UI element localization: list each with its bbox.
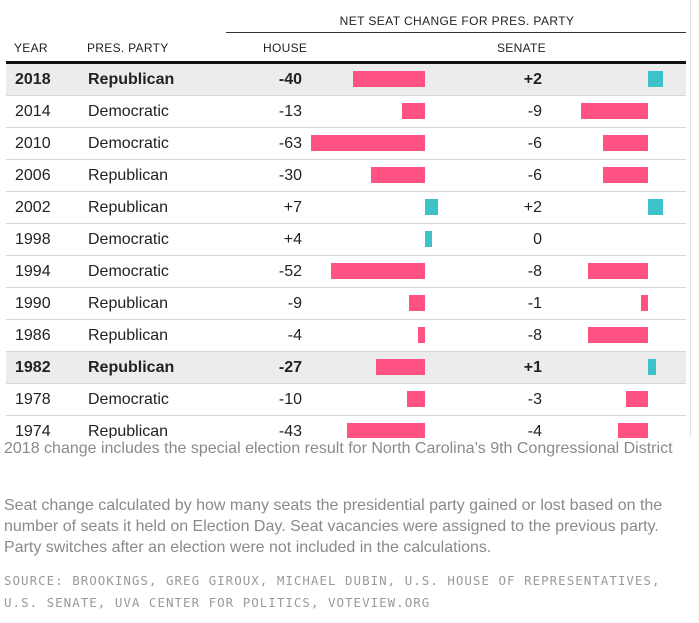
senate-change-value: -3 bbox=[527, 391, 542, 408]
house-change-value: -27 bbox=[278, 359, 302, 376]
house-change-value: -4 bbox=[287, 327, 302, 344]
senate-change-bar bbox=[603, 135, 648, 151]
senate-change-bar bbox=[618, 423, 648, 438]
senate-change-bar bbox=[588, 263, 648, 279]
senate-change-bar bbox=[580, 103, 648, 119]
net-seat-change-header: NET SEAT CHANGE FOR PRES. PARTY bbox=[339, 14, 575, 28]
table-row: 1978 Democratic -10 -3 bbox=[6, 384, 686, 416]
party-cell: Republican bbox=[88, 327, 169, 344]
year-cell: 2014 bbox=[15, 103, 51, 120]
senate-change-value: -8 bbox=[527, 327, 542, 344]
special-election-note: 2018 change includes the special electio… bbox=[4, 440, 673, 457]
year-cell: 2006 bbox=[15, 167, 51, 184]
house-change-bar bbox=[352, 71, 425, 87]
house-change-value: +4 bbox=[283, 231, 302, 248]
table-row: 1986 Republican -4 -8 bbox=[6, 320, 686, 352]
table-row: 2002 Republican +7 +2 bbox=[6, 192, 686, 224]
party-cell: Republican bbox=[88, 423, 169, 438]
party-cell: Democratic bbox=[88, 135, 169, 152]
party-cell: Republican bbox=[88, 71, 175, 88]
senate-change-value: -8 bbox=[527, 263, 542, 280]
house-change-value: -13 bbox=[278, 103, 302, 120]
year-cell: 1994 bbox=[15, 263, 51, 280]
header-rule bbox=[226, 32, 686, 33]
house-change-value: -10 bbox=[278, 391, 302, 408]
house-change-bar bbox=[425, 231, 433, 247]
house-change-value: +7 bbox=[283, 199, 302, 216]
party-column-header: PRES. PARTY bbox=[87, 41, 169, 55]
party-cell: Republican bbox=[88, 167, 169, 184]
house-column-header: HOUSE bbox=[263, 41, 308, 55]
header-divider bbox=[6, 61, 686, 65]
party-cell: Democratic bbox=[88, 263, 169, 280]
senate-change-bar bbox=[640, 295, 648, 311]
senate-change-value: -6 bbox=[527, 135, 542, 152]
methodology-note: Seat change calculated by how many seats… bbox=[4, 497, 663, 556]
house-change-bar bbox=[311, 135, 425, 151]
table-row: 1990 Republican -9 -1 bbox=[6, 288, 686, 320]
house-change-bar bbox=[376, 359, 425, 375]
senate-change-value: 0 bbox=[533, 231, 542, 248]
house-change-bar bbox=[425, 199, 438, 215]
house-change-value: -63 bbox=[278, 135, 302, 152]
party-cell: Republican bbox=[88, 295, 169, 312]
seat-change-table: NET SEAT CHANGE FOR PRES. PARTY YEAR PRE… bbox=[6, 0, 691, 438]
house-change-bar bbox=[347, 423, 425, 438]
year-cell: 2010 bbox=[15, 135, 51, 152]
senate-change-value: +1 bbox=[523, 359, 542, 376]
table-row: 1982 Republican -27 +1 bbox=[6, 352, 686, 384]
party-cell: Democratic bbox=[88, 103, 169, 120]
senate-change-bar bbox=[625, 391, 648, 407]
senate-column-header: SENATE bbox=[497, 41, 546, 55]
house-change-value: -43 bbox=[278, 423, 302, 438]
table-row: 2018 Republican -40 +2 bbox=[6, 64, 686, 96]
house-change-bar bbox=[370, 167, 425, 183]
senate-change-bar bbox=[648, 359, 656, 375]
house-change-bar bbox=[401, 103, 425, 119]
senate-change-value: -6 bbox=[527, 167, 542, 184]
table-row: 2014 Democratic -13 -9 bbox=[6, 96, 686, 128]
house-change-bar bbox=[331, 263, 425, 279]
house-change-value: -40 bbox=[278, 71, 302, 88]
house-change-value: -30 bbox=[278, 167, 302, 184]
house-change-bar bbox=[406, 391, 425, 407]
year-cell: 1974 bbox=[15, 423, 51, 438]
year-column-header: YEAR bbox=[14, 41, 48, 55]
senate-change-bar bbox=[648, 71, 663, 87]
senate-change-bar bbox=[588, 327, 648, 343]
party-cell: Democratic bbox=[88, 231, 169, 248]
senate-change-value: +2 bbox=[523, 199, 542, 216]
senate-change-value: +2 bbox=[523, 71, 542, 88]
table-row: 2010 Democratic -63 -6 bbox=[6, 128, 686, 160]
year-cell: 2002 bbox=[15, 199, 51, 216]
senate-change-bar bbox=[648, 199, 663, 215]
house-change-value: -9 bbox=[287, 295, 302, 312]
year-cell: 1998 bbox=[15, 231, 51, 248]
house-change-bar bbox=[417, 327, 425, 343]
senate-change-value: -4 bbox=[527, 423, 542, 438]
table-row: 1998 Democratic +4 0 bbox=[6, 224, 686, 256]
table-row: 1974 Republican -43 -4 bbox=[6, 416, 686, 438]
year-cell: 2018 bbox=[15, 71, 51, 88]
party-cell: Republican bbox=[88, 359, 175, 376]
senate-change-value: -1 bbox=[527, 295, 542, 312]
year-cell: 1990 bbox=[15, 295, 51, 312]
house-change-bar bbox=[408, 295, 425, 311]
year-cell: 1986 bbox=[15, 327, 51, 344]
table-row: 2006 Republican -30 -6 bbox=[6, 160, 686, 192]
table-row: 1994 Democratic -52 -8 bbox=[6, 256, 686, 288]
source-credit: SOURCE: BROOKINGS, GREG GIROUX, MICHAEL … bbox=[4, 573, 661, 610]
party-cell: Republican bbox=[88, 199, 169, 216]
senate-change-value: -9 bbox=[527, 103, 542, 120]
year-cell: 1982 bbox=[15, 359, 51, 376]
party-cell: Democratic bbox=[88, 391, 169, 408]
house-change-value: -52 bbox=[278, 263, 302, 280]
senate-change-bar bbox=[603, 167, 648, 183]
year-cell: 1978 bbox=[15, 391, 51, 408]
